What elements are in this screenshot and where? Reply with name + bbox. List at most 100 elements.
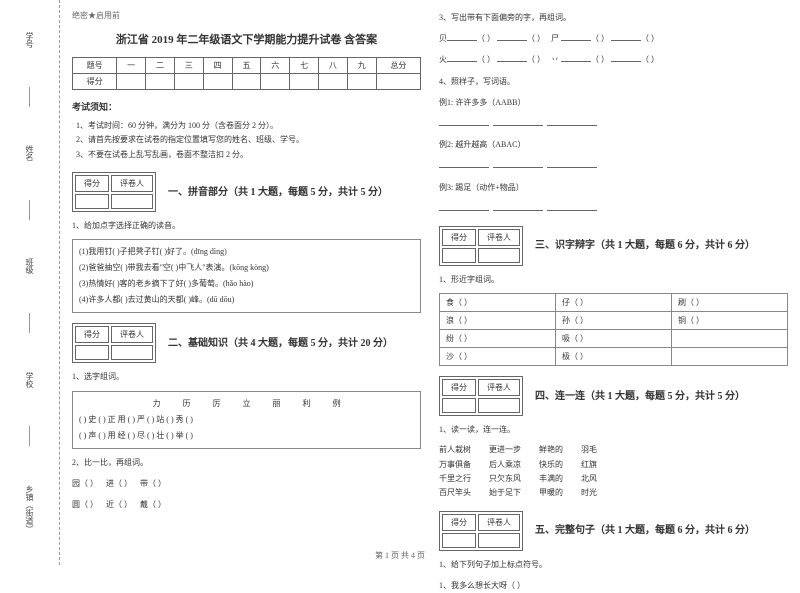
page-content: 绝密★启用前 浙江省 2019 年二年级语文下学期能力提升试卷 含答案 题号 一… xyxy=(60,0,800,565)
scorebox-input[interactable] xyxy=(111,345,153,360)
char-option: 立 xyxy=(243,396,251,412)
match-item: 时光 xyxy=(581,486,597,500)
match-item: 鲜艳的 xyxy=(539,443,563,457)
char-cell: 浪（ ） xyxy=(440,312,556,330)
blank-input[interactable] xyxy=(493,158,543,168)
blank-input[interactable] xyxy=(493,201,543,211)
blank-input[interactable] xyxy=(547,116,597,126)
match-item: 始于足下 xyxy=(489,486,521,500)
compare-item: 带（ ） xyxy=(140,479,166,488)
match-item: 前人栽树 xyxy=(439,443,471,457)
binding-label: 姓名 xyxy=(24,145,35,161)
char-option: 丽 xyxy=(273,396,281,412)
blank-input[interactable] xyxy=(611,52,641,62)
compare-item: 进（ ） xyxy=(106,479,132,488)
scorebox-label: 评卷人 xyxy=(478,379,520,396)
section-5-title: 五、完整句子（共 1 大题，每题 6 分，共计 6 分） xyxy=(535,521,755,536)
match-item: 万事俱备 xyxy=(439,458,471,472)
example-line: 例1: 许许多多（AABB） xyxy=(439,95,788,110)
scorebox-label: 评卷人 xyxy=(111,175,153,192)
binding-label: 乡镇（街道） xyxy=(24,485,35,533)
blank-input[interactable] xyxy=(497,31,527,41)
blank-input[interactable] xyxy=(439,158,489,168)
table-row: 纷（ ）吸（ ） xyxy=(440,330,788,348)
question-text: 2、比一比，再组词。 xyxy=(72,455,421,470)
question-line: (1)我用钉( )子把凳子钉( )好了。(dīng dìng) xyxy=(79,244,414,260)
blank-input[interactable] xyxy=(561,31,591,41)
score-input[interactable] xyxy=(319,74,348,90)
question-line: (3)热情好( )客的老乡摘下了好( )多葡萄。(hǎo hào) xyxy=(79,276,414,292)
binding-line xyxy=(29,200,30,220)
char-cell: 刷（ ） xyxy=(672,294,788,312)
scorebox-label: 得分 xyxy=(442,514,476,531)
score-cell: 一 xyxy=(117,58,146,74)
scorebox-label: 得分 xyxy=(75,326,109,343)
scorebox-input[interactable] xyxy=(442,398,476,413)
char-select-block: 力 历 厉 立 丽 利 例 ( ) 史 ( ) 正 用 ( ) 严 ( ) 站 … xyxy=(72,391,421,449)
question-line: ( ) 声 ( ) 用 经 ( ) 尽 ( ) 壮 ( ) 举 ( ) xyxy=(79,428,414,444)
score-input[interactable] xyxy=(261,74,290,90)
binding-label: 学校 xyxy=(24,372,35,388)
scorebox-input[interactable] xyxy=(478,533,520,548)
match-item: 更进一步 xyxy=(489,443,521,457)
section-3-title: 三、识字辩字（共 1 大题，每题 6 分，共计 6 分） xyxy=(535,236,755,251)
section-1-title: 一、拼音部分（共 1 大题，每题 5 分，共计 5 分） xyxy=(168,183,388,198)
blank-input[interactable] xyxy=(439,201,489,211)
question-text: 1、给下列句子加上标点符号。 xyxy=(439,557,788,572)
question-text: 4、照样子，写词语。 xyxy=(439,74,788,89)
match-block: 前人栽树 万事俱备 千里之行 百尺竿头 更进一步 后人乘凉 只欠东风 始于足下 … xyxy=(439,443,788,501)
compare-item: 戴（ ） xyxy=(140,500,166,509)
question-line: 1、我多么想长大呀（ ） xyxy=(439,578,788,593)
score-input[interactable] xyxy=(347,74,376,90)
char-cell: 铜（ ） xyxy=(672,312,788,330)
blank-input[interactable] xyxy=(547,201,597,211)
score-cell: 四 xyxy=(203,58,232,74)
table-row: 食（ ）仔（ ）刷（ ） xyxy=(440,294,788,312)
char-option: 厉 xyxy=(213,396,221,412)
compare-item: 园（ ） xyxy=(72,479,98,488)
question-text: 1、选字组词。 xyxy=(72,369,421,384)
blank-input[interactable] xyxy=(493,116,543,126)
scorebox-input[interactable] xyxy=(442,248,476,263)
question-text: 3、写出带有下面偏旁的字，再组词。 xyxy=(439,10,788,25)
score-input[interactable] xyxy=(232,74,261,90)
blank-input[interactable] xyxy=(561,52,591,62)
section-4-title: 四、连一连（共 1 大题，每题 5 分，共计 5 分） xyxy=(535,387,745,402)
match-item: 北风 xyxy=(581,472,597,486)
score-cell: 五 xyxy=(232,58,261,74)
notice-item: 2、请首先按要求在试卷的指定位置填写您的姓名、班级、学号。 xyxy=(76,133,421,147)
scorebox-label: 评卷人 xyxy=(478,514,520,531)
match-item: 百尺竿头 xyxy=(439,486,471,500)
score-cell: 得分 xyxy=(73,74,117,90)
question-text: 1、给加点字选择正确的读音。 xyxy=(72,218,421,233)
blank-input[interactable] xyxy=(439,116,489,126)
score-input[interactable] xyxy=(117,74,146,90)
blank-input[interactable] xyxy=(447,31,477,41)
compare-item: 近（ ） xyxy=(106,500,132,509)
char-cell: 孙（ ） xyxy=(556,312,672,330)
blank-input[interactable] xyxy=(547,158,597,168)
scorebox-input[interactable] xyxy=(75,194,109,209)
blank-input[interactable] xyxy=(497,52,527,62)
char-option: 例 xyxy=(333,396,341,412)
blank-input[interactable] xyxy=(447,52,477,62)
scorebox-input[interactable] xyxy=(75,345,109,360)
match-item: 快乐的 xyxy=(539,458,563,472)
score-input[interactable] xyxy=(290,74,319,90)
scorebox-label: 得分 xyxy=(75,175,109,192)
score-input[interactable] xyxy=(203,74,232,90)
score-cell: 题号 xyxy=(73,58,117,74)
score-input[interactable] xyxy=(376,74,420,90)
scorebox-input[interactable] xyxy=(478,398,520,413)
scorebox-input[interactable] xyxy=(111,194,153,209)
char-option: 历 xyxy=(183,396,191,412)
scorebox-input[interactable] xyxy=(442,533,476,548)
question-line: ( ) 史 ( ) 正 用 ( ) 严 ( ) 站 ( ) 秀 ( ) xyxy=(79,412,414,428)
blank-input[interactable] xyxy=(611,31,641,41)
match-item: 千里之行 xyxy=(439,472,471,486)
score-cell: 六 xyxy=(261,58,290,74)
question-text: 1、读一读，连一连。 xyxy=(439,422,788,437)
score-input[interactable] xyxy=(174,74,203,90)
score-input[interactable] xyxy=(146,74,175,90)
scorebox-input[interactable] xyxy=(478,248,520,263)
